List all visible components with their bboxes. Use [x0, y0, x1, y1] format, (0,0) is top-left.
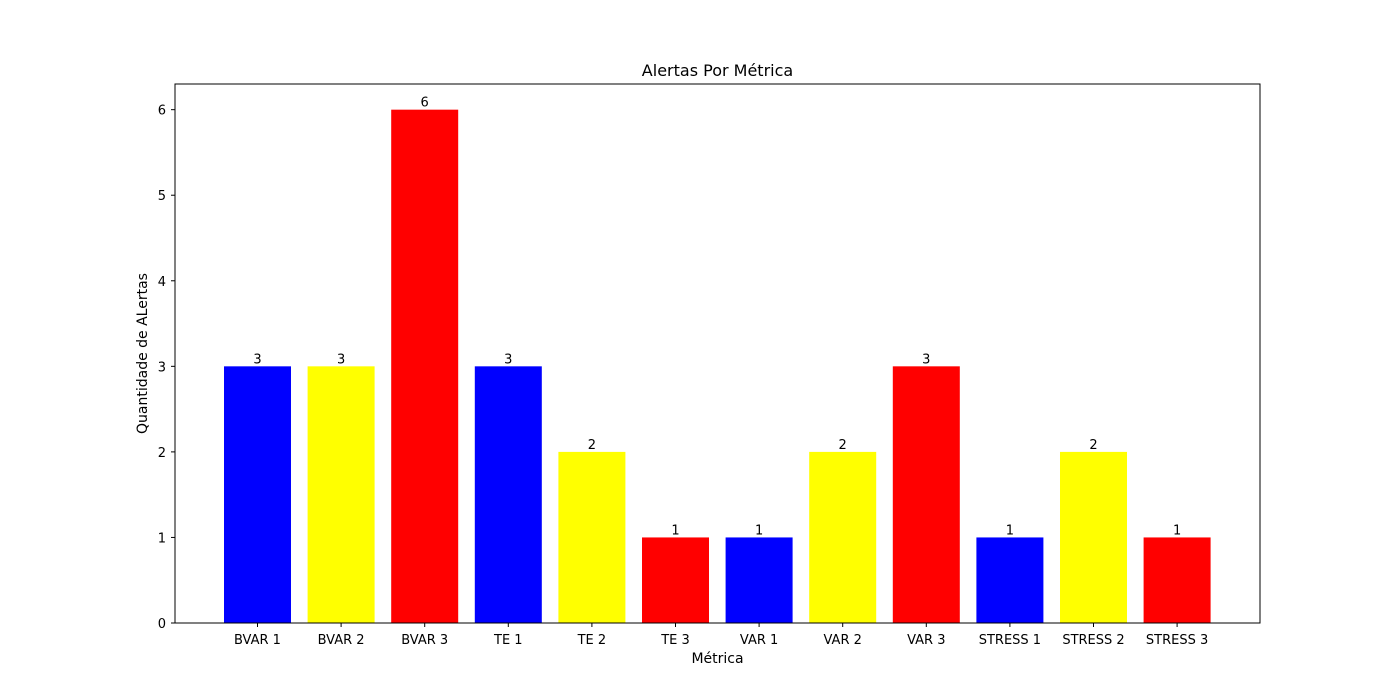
x-tick-label-stress-3: STRESS 3 [1146, 633, 1208, 648]
bars-group [224, 109, 1211, 624]
x-tick-label-bvar-2: BVAR 2 [318, 633, 365, 648]
bar-var-2 [809, 451, 877, 623]
bar-value-label-te-1: 3 [504, 352, 512, 367]
bar-value-labels: 3 3 6 3 2 1 1 2 3 1 2 1 [253, 96, 1181, 539]
x-axis-label: Métrica [691, 651, 743, 667]
bar-value-label-te-2: 2 [588, 438, 596, 453]
bar-value-label-stress-1: 1 [1006, 523, 1014, 538]
plot-frame [174, 83, 1261, 624]
bar-stress-2 [1060, 451, 1127, 623]
bar-value-label-stress-3: 1 [1173, 523, 1181, 538]
bar-value-label-te-3: 1 [671, 523, 679, 538]
bar-bvar-2 [307, 366, 375, 623]
y-tick-label-4: 4 [158, 275, 166, 290]
bar-value-label-stress-2: 2 [1089, 438, 1097, 453]
chart-title: Alertas Por Métrica [642, 61, 793, 80]
bar-value-label-bvar-1: 3 [253, 352, 261, 367]
x-tick-label-bvar-1: BVAR 1 [234, 633, 281, 648]
y-axis-label: Quantidade de ALertas [135, 273, 151, 434]
bar-var-3 [892, 366, 960, 623]
x-tick-label-var-3: VAR 3 [907, 633, 945, 648]
y-tick-label-1: 1 [158, 531, 166, 546]
x-axis: BVAR 1 BVAR 2 BVAR 3 TE 1 TE 2 TE 3 VAR 1 VAR 2… [234, 623, 1208, 648]
x-tick-label-stress-1: STRESS 1 [979, 633, 1041, 648]
x-tick-label-bvar-3: BVAR 3 [401, 633, 448, 648]
x-tick-label-var-2: VAR 2 [824, 633, 862, 648]
bar-te-3 [642, 537, 709, 623]
bar-var-1 [725, 537, 793, 623]
bar-stress-1 [976, 537, 1044, 623]
bar-bvar-3 [391, 109, 459, 624]
bar-stress-3 [1143, 537, 1211, 623]
y-tick-label-6: 6 [158, 104, 166, 119]
y-tick-label-0: 0 [158, 617, 166, 632]
bar-value-label-var-2: 2 [839, 438, 847, 453]
x-tick-label-te-3: TE 3 [660, 633, 690, 648]
x-tick-label-var-1: VAR 1 [740, 633, 778, 648]
bar-value-label-var-3: 3 [922, 352, 930, 367]
x-tick-label-te-2: TE 2 [577, 633, 607, 648]
bar-te-1 [474, 366, 542, 623]
y-axis: 0 1 2 3 4 5 6 [158, 104, 175, 632]
bar-value-label-bvar-3: 6 [421, 96, 429, 111]
x-tick-label-stress-2: STRESS 2 [1062, 633, 1124, 648]
y-tick-label-3: 3 [158, 360, 166, 375]
y-tick-label-2: 2 [158, 446, 166, 461]
y-tick-label-5: 5 [158, 189, 166, 204]
bar-bvar-1 [224, 366, 291, 623]
x-tick-label-te-1: TE 1 [493, 633, 523, 648]
bar-value-label-bvar-2: 3 [337, 352, 345, 367]
bar-te-2 [558, 451, 626, 623]
bar-value-label-var-1: 1 [755, 523, 763, 538]
